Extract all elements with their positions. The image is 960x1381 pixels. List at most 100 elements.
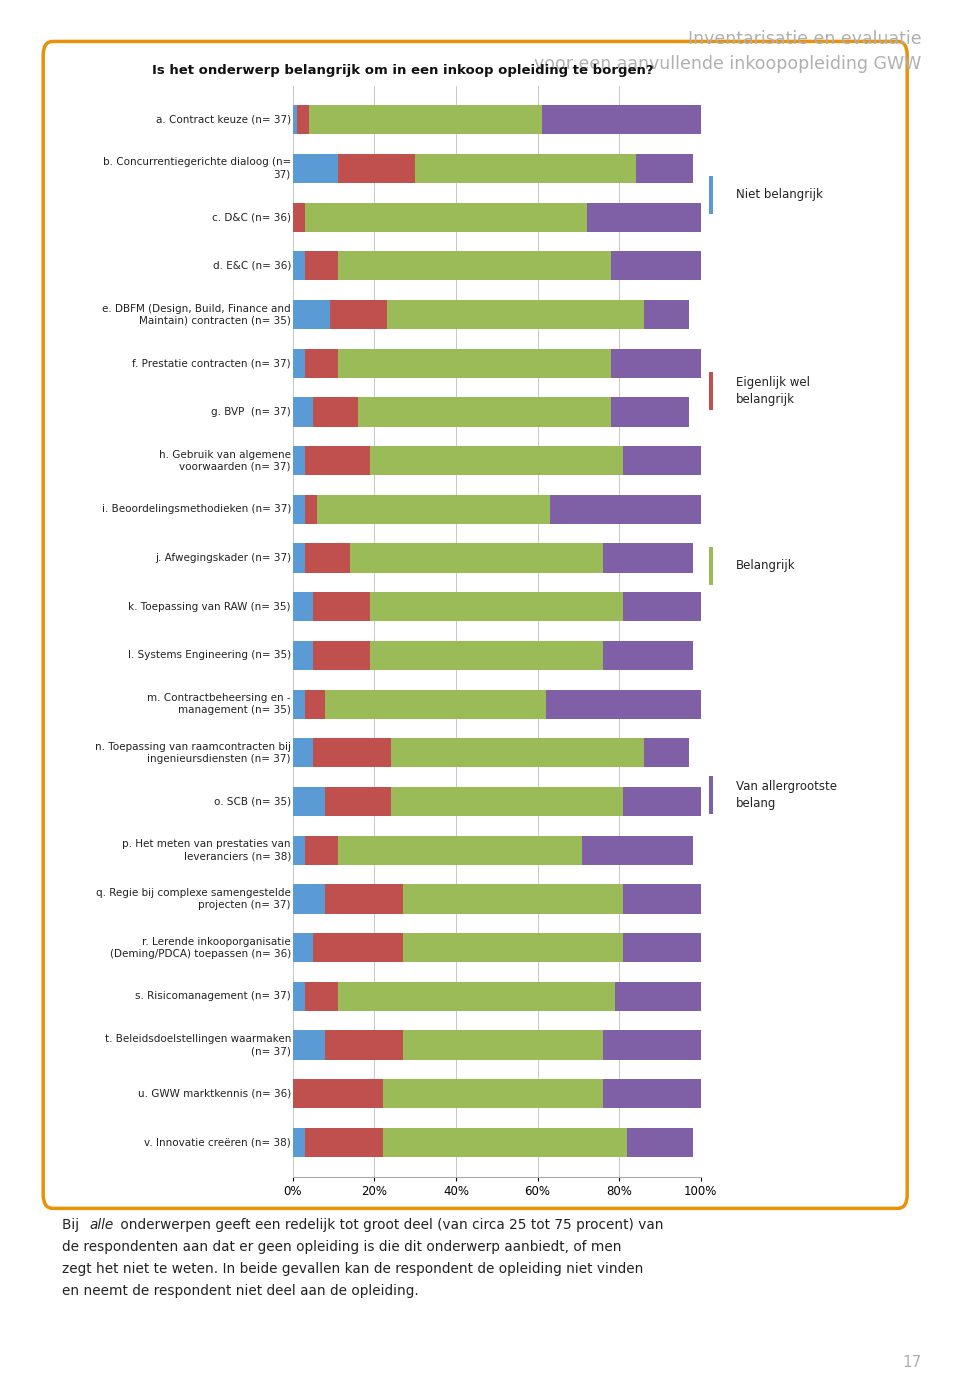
Text: s. Risicomanagement (n= 37): s. Risicomanagement (n= 37) xyxy=(135,992,291,1001)
Bar xyxy=(709,175,713,214)
Bar xyxy=(305,203,587,232)
Bar xyxy=(313,641,371,670)
Bar xyxy=(293,641,313,670)
Text: b. Concurrentiegerichte dialoog (n=
37): b. Concurrentiegerichte dialoog (n= 37) xyxy=(103,157,291,180)
Bar xyxy=(305,494,317,523)
Text: de respondenten aan dat er geen opleiding is die dit onderwerp aanbiedt, of men: de respondenten aan dat er geen opleidin… xyxy=(62,1240,622,1254)
Text: p. Het meten van prestaties van
leveranciers (n= 38): p. Het meten van prestaties van leveranc… xyxy=(122,840,291,862)
Bar xyxy=(338,251,611,280)
Bar xyxy=(603,1079,701,1109)
Text: l. Systems Engineering (n= 35): l. Systems Engineering (n= 35) xyxy=(128,650,291,660)
Text: a. Contract keuze (n= 37): a. Contract keuze (n= 37) xyxy=(156,115,291,124)
Bar xyxy=(325,884,403,914)
Bar xyxy=(293,105,297,134)
Bar xyxy=(403,884,623,914)
Bar xyxy=(415,153,636,184)
Bar xyxy=(623,787,701,816)
Bar xyxy=(371,641,603,670)
Bar xyxy=(293,1030,325,1059)
Bar xyxy=(709,371,713,410)
Bar xyxy=(309,105,541,134)
Bar xyxy=(293,398,313,427)
Bar xyxy=(293,934,313,963)
Bar xyxy=(583,836,693,865)
Bar xyxy=(313,592,371,621)
Bar xyxy=(338,836,583,865)
Text: e. DBFM (Design, Build, Finance and
Maintain) contracten (n= 35): e. DBFM (Design, Build, Finance and Main… xyxy=(103,304,291,326)
Bar xyxy=(611,348,701,378)
Bar xyxy=(305,689,325,718)
Text: k. Toepassing van RAW (n= 35): k. Toepassing van RAW (n= 35) xyxy=(129,602,291,612)
Text: d. E&C (n= 36): d. E&C (n= 36) xyxy=(212,261,291,271)
Bar xyxy=(293,884,325,914)
Bar xyxy=(636,153,693,184)
Text: r. Lerende inkooporganisatie
(Deming/PDCA) toepassen (n= 36): r. Lerende inkooporganisatie (Deming/PDC… xyxy=(109,936,291,958)
Bar xyxy=(643,300,688,329)
Bar xyxy=(305,982,338,1011)
Bar xyxy=(293,251,305,280)
Bar xyxy=(293,153,338,184)
Bar xyxy=(709,547,713,584)
Bar xyxy=(603,544,692,573)
Text: j. Afwegingskader (n= 37): j. Afwegingskader (n= 37) xyxy=(155,552,291,563)
Bar xyxy=(603,641,692,670)
Bar xyxy=(293,689,305,718)
Bar xyxy=(603,1030,701,1059)
Bar xyxy=(709,776,713,813)
Bar xyxy=(293,446,305,475)
Bar xyxy=(550,494,705,523)
Bar xyxy=(371,592,623,621)
Text: en neemt de respondent niet deel aan de opleiding.: en neemt de respondent niet deel aan de … xyxy=(62,1284,420,1298)
Bar xyxy=(403,934,623,963)
Bar xyxy=(627,1128,692,1157)
Text: h. Gebruik van algemene
voorwaarden (n= 37): h. Gebruik van algemene voorwaarden (n= … xyxy=(158,450,291,472)
Bar xyxy=(305,1128,382,1157)
Bar xyxy=(358,398,611,427)
Text: f. Prestatie contracten (n= 37): f. Prestatie contracten (n= 37) xyxy=(132,358,291,369)
Bar xyxy=(305,251,338,280)
Bar xyxy=(293,544,305,573)
Text: c. D&C (n= 36): c. D&C (n= 36) xyxy=(212,213,291,222)
Bar xyxy=(293,739,313,768)
Bar xyxy=(387,300,643,329)
Bar xyxy=(313,934,403,963)
Bar xyxy=(623,934,701,963)
Bar xyxy=(587,203,701,232)
Bar xyxy=(541,105,701,134)
Text: Eigenlijk wel
belangrijk: Eigenlijk wel belangrijk xyxy=(735,376,809,406)
Bar xyxy=(313,739,391,768)
Bar xyxy=(293,592,313,621)
Bar xyxy=(623,446,701,475)
Bar xyxy=(305,348,338,378)
Bar xyxy=(305,836,338,865)
Bar xyxy=(611,398,688,427)
Text: m. Contractbeheersing en -
management (n= 35): m. Contractbeheersing en - management (n… xyxy=(147,693,291,715)
Bar xyxy=(293,348,305,378)
Text: t. Beleidsdoelstellingen waarmaken
(n= 37): t. Beleidsdoelstellingen waarmaken (n= 3… xyxy=(105,1034,291,1056)
Text: g. BVP  (n= 37): g. BVP (n= 37) xyxy=(211,407,291,417)
Bar xyxy=(305,446,371,475)
Text: alle: alle xyxy=(89,1218,113,1232)
Bar xyxy=(293,494,305,523)
Text: Is het onderwerp belangrijk om in een inkoop opleiding te borgen?: Is het onderwerp belangrijk om in een in… xyxy=(153,64,654,77)
Text: u. GWW marktkennis (n= 36): u. GWW marktkennis (n= 36) xyxy=(137,1088,291,1099)
Bar xyxy=(545,689,701,718)
Text: q. Regie bij complexe samengestelde
projecten (n= 37): q. Regie bij complexe samengestelde proj… xyxy=(96,888,291,910)
Bar xyxy=(391,787,623,816)
Text: Bij: Bij xyxy=(62,1218,84,1232)
Bar xyxy=(293,787,325,816)
Bar xyxy=(313,398,358,427)
Bar xyxy=(317,494,550,523)
Bar xyxy=(329,300,387,329)
Bar xyxy=(325,689,545,718)
Text: o. SCB (n= 35): o. SCB (n= 35) xyxy=(214,797,291,807)
Bar xyxy=(391,739,643,768)
Bar xyxy=(623,884,701,914)
Bar xyxy=(338,982,615,1011)
Text: zegt het niet te weten. In beide gevallen kan de respondent de opleiding niet vi: zegt het niet te weten. In beide gevalle… xyxy=(62,1262,644,1276)
Bar xyxy=(325,1030,403,1059)
Text: i. Beoordelingsmethodieken (n= 37): i. Beoordelingsmethodieken (n= 37) xyxy=(102,504,291,514)
Bar xyxy=(382,1079,603,1109)
Text: Niet belangrijk: Niet belangrijk xyxy=(735,188,823,202)
Bar xyxy=(371,446,623,475)
